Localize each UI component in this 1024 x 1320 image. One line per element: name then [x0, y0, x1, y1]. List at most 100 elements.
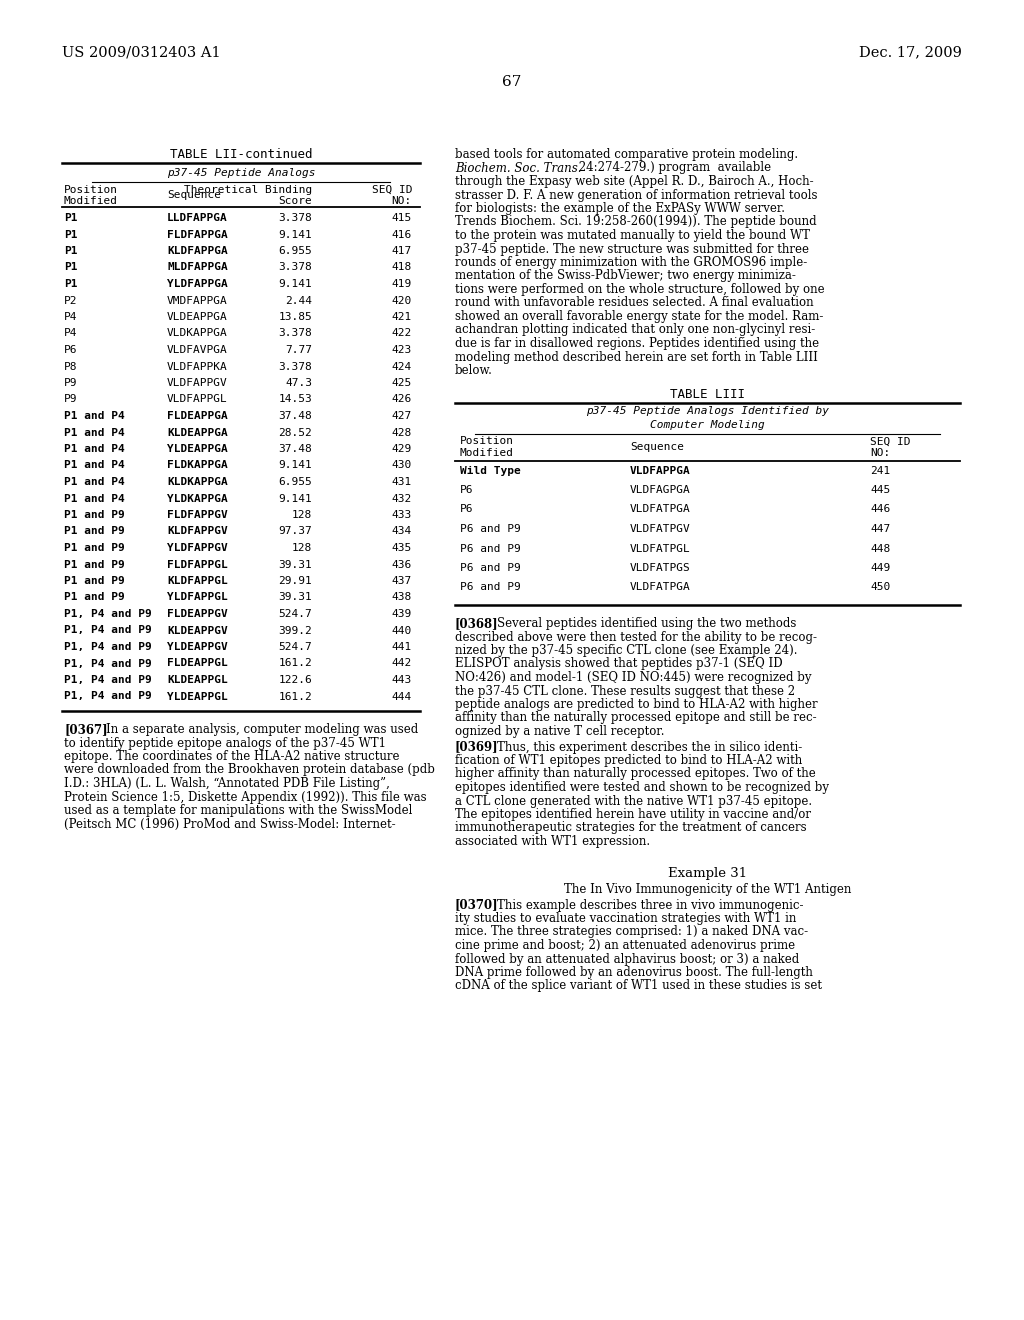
Text: YLDEAPPGA: YLDEAPPGA [167, 444, 227, 454]
Text: round with unfavorable residues selected. A final evaluation: round with unfavorable residues selected… [455, 297, 814, 309]
Text: Example 31: Example 31 [668, 866, 748, 879]
Text: SEQ ID: SEQ ID [372, 185, 412, 195]
Text: due is far in disallowed regions. Peptides identified using the: due is far in disallowed regions. Peptid… [455, 337, 819, 350]
Text: P1 and P4: P1 and P4 [63, 477, 125, 487]
Text: 13.85: 13.85 [279, 312, 312, 322]
Text: US 2009/0312403 A1: US 2009/0312403 A1 [62, 45, 220, 59]
Text: 424: 424 [392, 362, 412, 371]
Text: 434: 434 [392, 527, 412, 536]
Text: 431: 431 [392, 477, 412, 487]
Text: 429: 429 [392, 444, 412, 454]
Text: VLDFATPGV: VLDFATPGV [630, 524, 691, 535]
Text: 28.52: 28.52 [279, 428, 312, 437]
Text: FLDEAPPGV: FLDEAPPGV [167, 609, 227, 619]
Text: Theoretical Binding: Theoretical Binding [183, 185, 312, 195]
Text: YLDFAPPGA: YLDFAPPGA [167, 279, 227, 289]
Text: 97.37: 97.37 [279, 527, 312, 536]
Text: affinity than the naturally processed epitope and still be rec-: affinity than the naturally processed ep… [455, 711, 816, 725]
Text: P1: P1 [63, 263, 78, 272]
Text: 441: 441 [392, 642, 412, 652]
Text: P6 and P9: P6 and P9 [460, 564, 521, 573]
Text: used as a template for manipulations with the SwissModel: used as a template for manipulations wit… [63, 804, 413, 817]
Text: VLDEAPPGA: VLDEAPPGA [167, 312, 227, 322]
Text: The In Vivo Immunogenicity of the WT1 Antigen: The In Vivo Immunogenicity of the WT1 An… [564, 883, 851, 895]
Text: showed an overall favorable energy state for the model. Ram-: showed an overall favorable energy state… [455, 310, 823, 323]
Text: a CTL clone generated with the native WT1 p37-45 epitope.: a CTL clone generated with the native WT… [455, 795, 812, 808]
Text: 421: 421 [392, 312, 412, 322]
Text: ity studies to evaluate vaccination strategies with WT1 in: ity studies to evaluate vaccination stra… [455, 912, 797, 925]
Text: p37-45 Peptide Analogs: p37-45 Peptide Analogs [167, 168, 315, 178]
Text: [0367]: [0367] [63, 723, 108, 737]
Text: P6 and P9: P6 and P9 [460, 582, 521, 593]
Text: based tools for automated comparative protein modeling.: based tools for automated comparative pr… [455, 148, 798, 161]
Text: Protein Science 1:5, Diskette Appendix (1992)). This file was: Protein Science 1:5, Diskette Appendix (… [63, 791, 427, 804]
Text: VLDFAPPGV: VLDFAPPGV [167, 378, 227, 388]
Text: described above were then tested for the ability to be recog-: described above were then tested for the… [455, 631, 817, 644]
Text: 14.53: 14.53 [279, 395, 312, 404]
Text: KLDFAPPGV: KLDFAPPGV [167, 527, 227, 536]
Text: 418: 418 [392, 263, 412, 272]
Text: ognized by a native T cell receptor.: ognized by a native T cell receptor. [455, 725, 665, 738]
Text: FLDEAPPGA: FLDEAPPGA [167, 411, 227, 421]
Text: SEQ ID: SEQ ID [870, 437, 910, 446]
Text: 427: 427 [392, 411, 412, 421]
Text: cine prime and boost; 2) an attenuated adenovirus prime: cine prime and boost; 2) an attenuated a… [455, 939, 795, 952]
Text: below.: below. [455, 364, 493, 378]
Text: Position: Position [63, 185, 118, 195]
Text: 39.31: 39.31 [279, 593, 312, 602]
Text: 437: 437 [392, 576, 412, 586]
Text: 449: 449 [870, 564, 890, 573]
Text: 416: 416 [392, 230, 412, 239]
Text: through the Expasy web site (Appel R. D., Bairoch A., Hoch-: through the Expasy web site (Appel R. D.… [455, 176, 814, 187]
Text: epitope. The coordinates of the HLA-A2 native structure: epitope. The coordinates of the HLA-A2 n… [63, 750, 399, 763]
Text: 445: 445 [870, 484, 890, 495]
Text: 432: 432 [392, 494, 412, 503]
Text: VLDFAGPGA: VLDFAGPGA [630, 484, 691, 495]
Text: P9: P9 [63, 378, 78, 388]
Text: P1, P4 and P9: P1, P4 and P9 [63, 659, 152, 668]
Text: epitopes identified were tested and shown to be recognized by: epitopes identified were tested and show… [455, 781, 829, 795]
Text: P1 and P9: P1 and P9 [63, 560, 125, 569]
Text: 161.2: 161.2 [279, 659, 312, 668]
Text: P8: P8 [63, 362, 78, 371]
Text: 524.7: 524.7 [279, 642, 312, 652]
Text: 3.378: 3.378 [279, 362, 312, 371]
Text: modeling method described herein are set forth in Table LIII: modeling method described herein are set… [455, 351, 818, 363]
Text: 439: 439 [392, 609, 412, 619]
Text: 422: 422 [392, 329, 412, 338]
Text: P1 and P9: P1 and P9 [63, 576, 125, 586]
Text: 7.77: 7.77 [285, 345, 312, 355]
Text: P6 and P9: P6 and P9 [460, 544, 521, 553]
Text: peptide analogs are predicted to bind to HLA-A2 with higher: peptide analogs are predicted to bind to… [455, 698, 817, 711]
Text: MLDFAPPGA: MLDFAPPGA [167, 263, 227, 272]
Text: 438: 438 [392, 593, 412, 602]
Text: 37.48: 37.48 [279, 411, 312, 421]
Text: ELISPOT analysis showed that peptides p37-1 (SEQ ID: ELISPOT analysis showed that peptides p3… [455, 657, 782, 671]
Text: 3.378: 3.378 [279, 263, 312, 272]
Text: tions were performed on the whole structure, followed by one: tions were performed on the whole struct… [455, 282, 824, 296]
Text: Computer Modeling: Computer Modeling [650, 420, 765, 429]
Text: 417: 417 [392, 246, 412, 256]
Text: P1 and P4: P1 and P4 [63, 494, 125, 503]
Text: mentation of the Swiss-PdbViewer; two energy minimiza-: mentation of the Swiss-PdbViewer; two en… [455, 269, 796, 282]
Text: [0370]: [0370] [455, 899, 499, 912]
Text: YLDEAPPGL: YLDEAPPGL [167, 692, 227, 701]
Text: FLDEAPPGL: FLDEAPPGL [167, 659, 227, 668]
Text: 440: 440 [392, 626, 412, 635]
Text: 9.141: 9.141 [279, 494, 312, 503]
Text: FLDFAPPGA: FLDFAPPGA [167, 230, 227, 239]
Text: mice. The three strategies comprised: 1) a naked DNA vac-: mice. The three strategies comprised: 1)… [455, 925, 808, 939]
Text: were downloaded from the Brookhaven protein database (pdb: were downloaded from the Brookhaven prot… [63, 763, 435, 776]
Text: Several peptides identified using the two methods: Several peptides identified using the tw… [497, 616, 797, 630]
Text: P6: P6 [63, 345, 78, 355]
Text: 67: 67 [503, 75, 521, 88]
Text: P1 and P4: P1 and P4 [63, 444, 125, 454]
Text: Sequence: Sequence [167, 190, 221, 201]
Text: VLDKAPPGA: VLDKAPPGA [167, 329, 227, 338]
Text: DNA prime followed by an adenovirus boost. The full-length: DNA prime followed by an adenovirus boos… [455, 966, 813, 979]
Text: The epitopes identified herein have utility in vaccine and/or: The epitopes identified herein have util… [455, 808, 811, 821]
Text: P6: P6 [460, 484, 473, 495]
Text: 420: 420 [392, 296, 412, 305]
Text: Position: Position [460, 437, 514, 446]
Text: 399.2: 399.2 [279, 626, 312, 635]
